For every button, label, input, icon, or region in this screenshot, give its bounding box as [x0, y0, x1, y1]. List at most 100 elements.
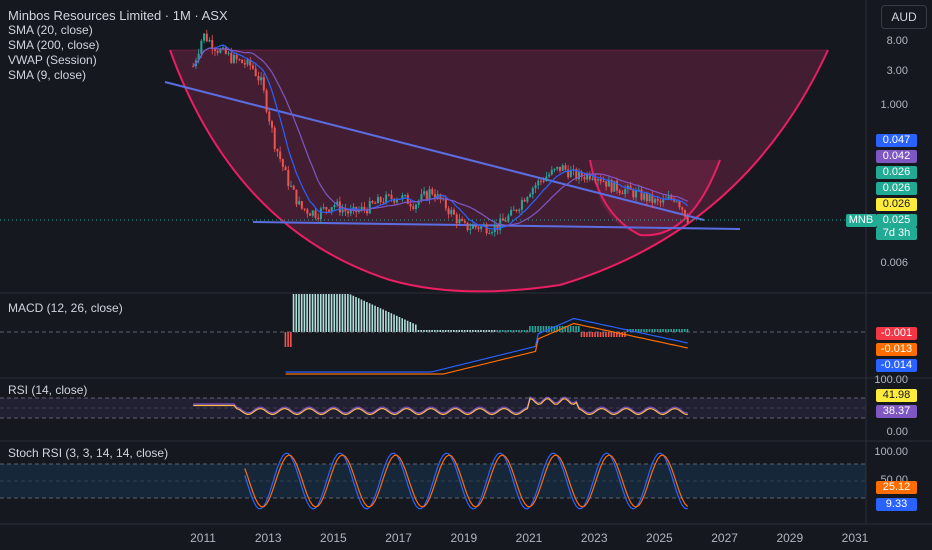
candle-body [523, 199, 526, 202]
candle-body [417, 200, 420, 205]
y-tick: 8.00 [886, 35, 908, 47]
candle-body [200, 40, 203, 54]
candle-body [542, 180, 545, 182]
macd-bar [643, 329, 645, 332]
chart-title[interactable]: Minbos Resources Limited · 1M · ASX [8, 8, 228, 23]
candle-body [203, 33, 206, 41]
candle-body [311, 210, 314, 216]
candle-body [504, 220, 507, 222]
candle-body [243, 63, 246, 65]
macd-bar [686, 329, 689, 332]
macd-bar [379, 308, 382, 332]
candle-body [602, 181, 605, 183]
candle-body [303, 208, 306, 210]
candle-body [376, 197, 379, 204]
macd-bar [580, 332, 583, 337]
candle-body [531, 188, 534, 195]
main-legend: Minbos Resources Limited · 1M · ASX SMA … [8, 8, 228, 83]
macd-bar [678, 329, 681, 332]
macd-bar [594, 332, 596, 337]
candle-body [640, 189, 643, 200]
candle-body [575, 169, 578, 180]
macd-bar [393, 314, 395, 332]
x-tick-label: 2023 [580, 531, 608, 545]
macd-bar [319, 294, 322, 332]
candle-body [482, 225, 485, 227]
macd-line [285, 317, 688, 373]
rsi-legend[interactable]: RSI (14, close) [8, 383, 87, 398]
macd-bar [553, 326, 556, 332]
macd-bar [520, 330, 523, 332]
macd-legend[interactable]: MACD (12, 26, close) [8, 301, 123, 316]
candle-body [412, 206, 415, 210]
price-badge-last: 0.025 [876, 214, 917, 227]
stoch-d-line [244, 454, 689, 508]
currency-button[interactable]: AUD [881, 5, 927, 29]
indicator-sma9[interactable]: SMA (9, close) [8, 68, 87, 82]
candle-body [444, 198, 447, 209]
indicator-sma20[interactable]: SMA (20, close) [8, 23, 93, 37]
candle-body [588, 173, 591, 180]
candle-body [284, 166, 287, 171]
macd-hist-badge: -0.001 [876, 327, 917, 340]
candle-body [591, 178, 594, 180]
macd-bar [564, 326, 567, 332]
macd-bar [355, 297, 357, 332]
candle-body [341, 209, 344, 213]
x-tick-label: 2011 [190, 531, 216, 545]
candle-body [360, 206, 363, 210]
macd-bar [605, 332, 607, 337]
sma-20-line [192, 44, 689, 230]
macd-bar [499, 330, 501, 332]
macd-signal-badge: -0.013 [876, 343, 917, 356]
indicator-sma200[interactable]: SMA (200, close) [8, 38, 100, 52]
candle-body [192, 66, 195, 68]
stoch-title: Stoch RSI (3, 3, 14, 14, close) [8, 446, 169, 460]
candle-body [211, 40, 214, 50]
macd-bar [569, 326, 572, 332]
macd-bar [453, 330, 455, 332]
macd-bar [328, 294, 330, 332]
candle-body [594, 178, 597, 181]
macd-bar [390, 313, 393, 332]
macd-bar [447, 330, 450, 332]
macd-bar [303, 294, 306, 332]
candle-body [455, 214, 458, 224]
macd-signal-line [285, 322, 688, 375]
price-badge-yellow: 0.026 [876, 198, 917, 211]
candle-body [534, 185, 537, 189]
candle-body [469, 228, 472, 230]
x-tick-label: 2015 [320, 531, 347, 545]
macd-bar [330, 294, 333, 332]
price-badge-sma20: 0.047 [876, 134, 917, 147]
macd-bar [572, 326, 575, 332]
candle-body [548, 174, 551, 177]
macd-bar [480, 330, 482, 332]
macd-bar [395, 315, 398, 332]
descending-trendline[interactable] [164, 81, 705, 221]
macd-bar [333, 294, 336, 332]
candle-body [227, 52, 230, 54]
macd-bar [507, 330, 509, 332]
macd-bar [610, 332, 613, 337]
macd-bar [662, 329, 664, 332]
candle-body [567, 169, 570, 178]
macd-bar [575, 326, 577, 332]
stoch-legend[interactable]: Stoch RSI (3, 3, 14, 14, close) [8, 446, 168, 461]
candle-body [425, 191, 428, 200]
candle-body [382, 202, 385, 204]
indicator-vwap[interactable]: VWAP (Session) [8, 53, 97, 67]
price-badge-sma200: 0.042 [876, 150, 917, 163]
macd-bar [295, 294, 298, 332]
candle-body [643, 193, 646, 200]
candle-body [325, 207, 328, 210]
macd-bar [290, 332, 292, 347]
candle-body [501, 218, 504, 221]
rsi-y-tick: 100.00 [874, 374, 908, 386]
candle-body [577, 172, 580, 180]
candle-body [537, 180, 540, 186]
candle-body [564, 165, 567, 170]
macd-bar [314, 294, 317, 332]
candle-body [265, 90, 268, 112]
